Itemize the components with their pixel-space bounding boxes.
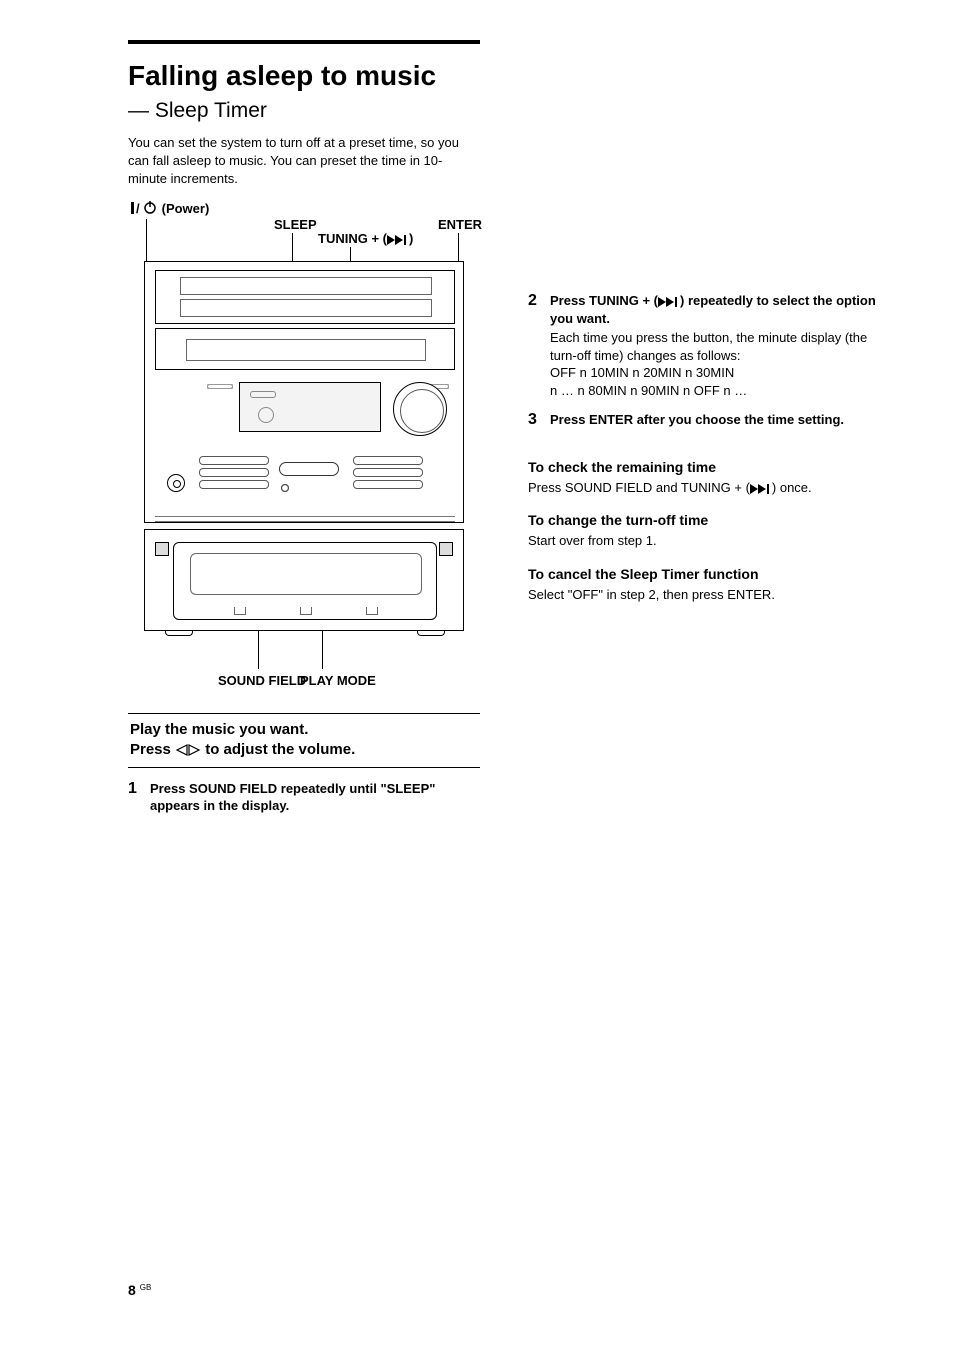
- foot: [417, 630, 445, 636]
- cd-tray-lid-2: [155, 328, 455, 370]
- section2-suffix: ) once.: [772, 480, 812, 495]
- label-tuning-plus: TUNING + (): [318, 231, 413, 246]
- stepbox-line-2: Press to adjust the volume.: [130, 740, 478, 760]
- intro-paragraph: You can set the system to turn off at a …: [128, 134, 480, 187]
- skip-next-icon: [387, 235, 409, 245]
- section-body: Start over from step 1.: [528, 532, 880, 550]
- foot: [165, 630, 193, 636]
- stepbox-l2-suffix: to adjust the volume.: [205, 741, 355, 758]
- right-column: Press TUNING + () repeatedly to select t…: [528, 60, 880, 827]
- cassette-notch: [366, 607, 378, 615]
- trim-stripe: [155, 516, 455, 522]
- step-3: Press ENTER after you choose the time se…: [528, 411, 880, 429]
- vent-ribs: [207, 384, 233, 440]
- step-head: Press SOUND FIELD repeatedly until "SLEE…: [150, 780, 480, 815]
- step2-prefix: Press TUNING + (: [550, 293, 658, 308]
- prev-next-outline-icon: [175, 744, 201, 756]
- step-2: Press TUNING + () repeatedly to select t…: [528, 292, 880, 399]
- page-number: 8: [128, 1282, 136, 1298]
- button-pill: [353, 456, 423, 465]
- deck-button: [439, 542, 453, 556]
- stereo-upper-unit: [144, 261, 464, 523]
- page: Falling asleep to music — Sleep Timer Yo…: [0, 0, 954, 867]
- label-sleep: SLEEP: [274, 217, 317, 232]
- display-indicator: [258, 407, 274, 423]
- step-body: Each time you press the button, the minu…: [550, 329, 880, 399]
- device-diagram: / (Power) SLEEP TUNING + () ENTER: [128, 201, 480, 701]
- left-column: Falling asleep to music — Sleep Timer Yo…: [128, 60, 480, 827]
- section-body: Select "OFF" in step 2, then press ENTER…: [528, 586, 880, 604]
- label-play-mode: PLAY MODE: [300, 673, 376, 688]
- stereo-lower-unit: [144, 529, 464, 631]
- cd-slot: [180, 277, 432, 295]
- cassette-window: [190, 553, 422, 595]
- feet: [165, 630, 445, 636]
- label-power: / (Power): [130, 201, 209, 216]
- step-head: Press ENTER after you choose the time se…: [550, 411, 880, 429]
- label-enter: ENTER: [438, 217, 482, 232]
- label-tuning-plus-prefix: TUNING + (: [318, 231, 387, 246]
- page-region: GB: [140, 1283, 152, 1292]
- front-panel: [171, 376, 439, 448]
- label-power-text: (Power): [158, 201, 209, 216]
- center-button: [279, 462, 339, 476]
- display-slot: [250, 391, 276, 398]
- section-heading: To change the turn-off time: [528, 512, 880, 528]
- step-head: Press TUNING + () repeatedly to select t…: [550, 292, 880, 327]
- volume-knob: [393, 382, 447, 436]
- deck-button: [155, 542, 169, 556]
- section2-prefix: Press SOUND FIELD and TUNING + (: [528, 480, 750, 495]
- pre-step-box: Play the music you want. Press to adjust…: [128, 713, 480, 768]
- cassette-door: [173, 542, 437, 620]
- button-pill: [199, 468, 269, 477]
- step-1: Press SOUND FIELD repeatedly until "SLEE…: [128, 780, 480, 815]
- section-body: Press SOUND FIELD and TUNING + ( ) once.: [528, 479, 880, 497]
- page-footer: 8 GB: [128, 1282, 151, 1298]
- button-pill: [353, 480, 423, 489]
- skip-next-icon: [658, 297, 680, 307]
- headphone-jack: [167, 474, 185, 492]
- section-heading: To cancel the Sleep Timer function: [528, 566, 880, 582]
- skip-next-icon: [750, 484, 772, 494]
- section-cancel-sleep: To cancel the Sleep Timer function Selec…: [528, 566, 880, 604]
- cassette-notch: [234, 607, 246, 615]
- stereo-illustration: [144, 261, 464, 631]
- cd-tray-lid: [155, 270, 455, 324]
- button-row: [173, 454, 437, 510]
- svg-text:/: /: [136, 201, 140, 215]
- power-icon: /: [130, 201, 158, 215]
- button-pill: [353, 468, 423, 477]
- label-tuning-plus-suffix: ): [409, 231, 413, 246]
- page-title: Falling asleep to music: [128, 60, 480, 92]
- cd-slot: [180, 299, 432, 317]
- lcd-display: [239, 382, 381, 432]
- steps-list-cont: Press TUNING + () repeatedly to select t…: [528, 292, 880, 429]
- cassette-notch: [300, 607, 312, 615]
- label-sound-field: SOUND FIELD: [218, 673, 306, 688]
- small-buttons: [281, 484, 337, 494]
- button-pill: [199, 480, 269, 489]
- button-pill: [199, 456, 269, 465]
- steps-list: Press SOUND FIELD repeatedly until "SLEE…: [128, 780, 480, 815]
- stepbox-line-1: Play the music you want.: [130, 720, 478, 740]
- section-rule: [128, 40, 480, 44]
- section-change-time: To change the turn-off time Start over f…: [528, 512, 880, 550]
- page-subtitle: — Sleep Timer: [128, 98, 480, 124]
- stepbox-l2-prefix: Press: [130, 741, 175, 758]
- cd-slot: [186, 339, 426, 361]
- section-heading: To check the remaining time: [528, 459, 880, 475]
- section-check-remaining: To check the remaining time Press SOUND …: [528, 459, 880, 497]
- two-column-layout: Falling asleep to music — Sleep Timer Yo…: [128, 60, 898, 827]
